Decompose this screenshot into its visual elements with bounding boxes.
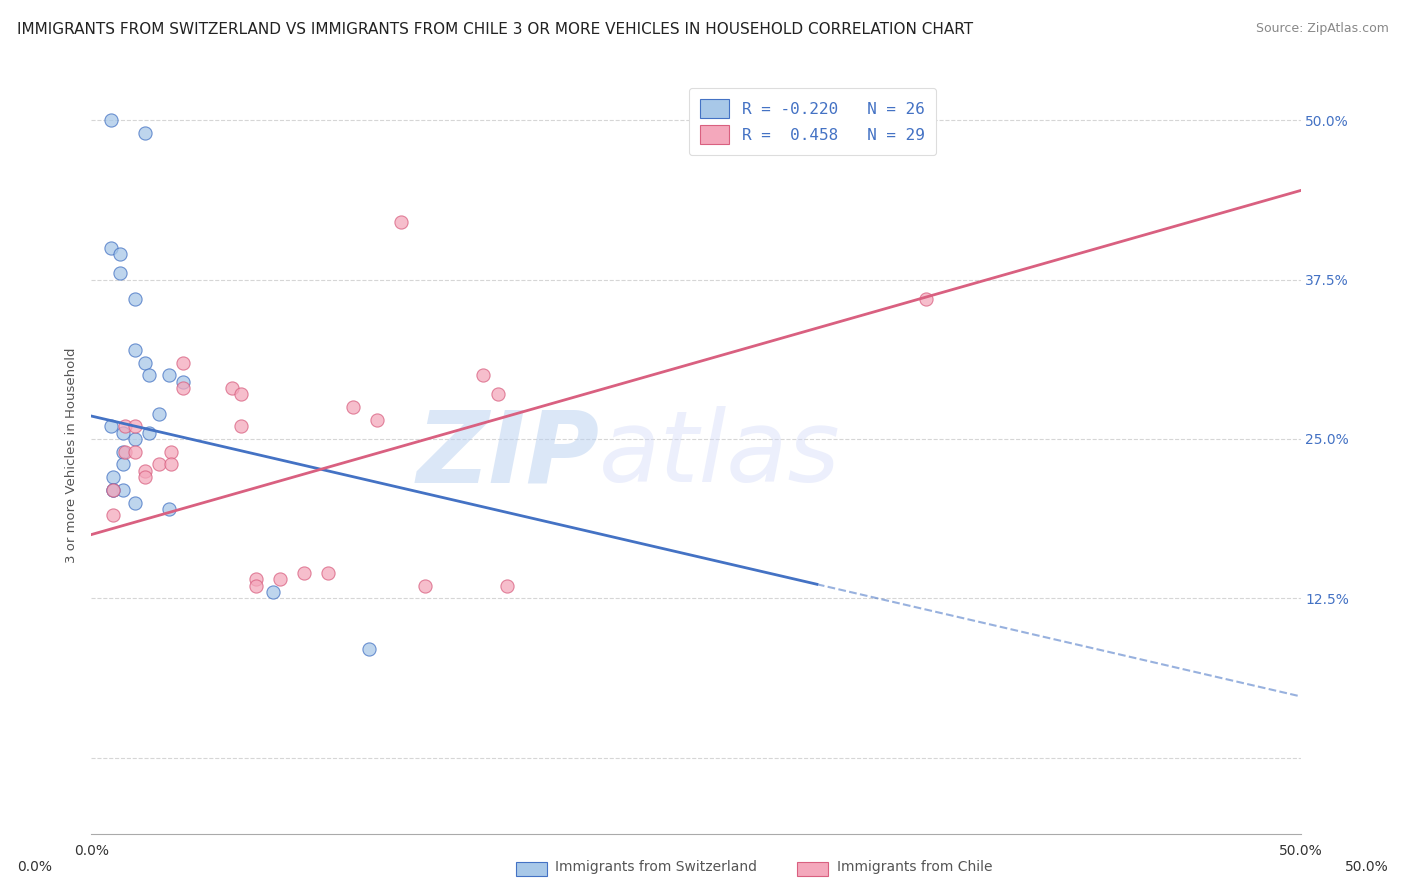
Text: atlas: atlas (599, 407, 841, 503)
Point (111, 483, 134, 497)
Point (111, 425, 134, 440)
Point (172, 381, 194, 395)
Point (160, 444, 183, 458)
Point (124, 432, 146, 446)
Text: 0.0%: 0.0% (17, 860, 52, 874)
Point (245, 572, 267, 586)
Point (124, 343, 146, 357)
Point (101, 470, 124, 484)
Point (134, 355, 156, 369)
Point (231, 419, 253, 434)
Point (157, 368, 180, 383)
Point (111, 458, 134, 472)
Point (134, 464, 156, 478)
Point (100, 113, 122, 128)
Point (138, 425, 160, 440)
Point (389, 215, 412, 229)
Point (366, 413, 388, 427)
Point (359, 642, 381, 657)
Point (134, 470, 156, 484)
Point (101, 483, 124, 497)
Point (231, 387, 253, 401)
Point (172, 375, 194, 389)
Point (914, 292, 936, 306)
Point (101, 483, 124, 497)
Point (100, 241, 122, 255)
Point (221, 381, 243, 395)
Y-axis label: 3 or more Vehicles in Household: 3 or more Vehicles in Household (65, 347, 79, 563)
Point (101, 508, 124, 523)
Text: Immigrants from Switzerland: Immigrants from Switzerland (555, 860, 758, 874)
Point (111, 444, 134, 458)
Point (262, 585, 284, 599)
Text: Immigrants from Chile: Immigrants from Chile (837, 860, 993, 874)
Point (318, 566, 340, 580)
Point (114, 444, 136, 458)
Text: IMMIGRANTS FROM SWITZERLAND VS IMMIGRANTS FROM CHILE 3 OR MORE VEHICLES IN HOUSE: IMMIGRANTS FROM SWITZERLAND VS IMMIGRANT… (17, 22, 973, 37)
Point (101, 483, 124, 497)
Point (496, 578, 519, 592)
Point (124, 444, 146, 458)
Point (148, 458, 170, 472)
Point (342, 400, 364, 414)
Point (269, 572, 291, 586)
Text: 50.0%: 50.0% (1346, 860, 1389, 874)
Legend: R = -0.220   N = 26, R =  0.458   N = 29: R = -0.220 N = 26, R = 0.458 N = 29 (689, 87, 936, 155)
Point (157, 502, 180, 516)
Point (472, 368, 495, 383)
Point (134, 126, 156, 140)
Point (124, 419, 146, 434)
Text: Source: ZipAtlas.com: Source: ZipAtlas.com (1256, 22, 1389, 36)
Point (486, 387, 509, 401)
Point (114, 419, 136, 434)
Point (160, 458, 183, 472)
Point (100, 419, 122, 434)
Point (124, 496, 146, 510)
Point (124, 292, 146, 306)
Point (110, 266, 132, 280)
Point (172, 355, 194, 369)
Point (245, 578, 267, 592)
Point (292, 566, 315, 580)
Point (138, 368, 160, 383)
Text: ZIP: ZIP (416, 407, 599, 503)
Point (148, 407, 170, 421)
Point (110, 247, 132, 261)
Point (413, 578, 436, 592)
